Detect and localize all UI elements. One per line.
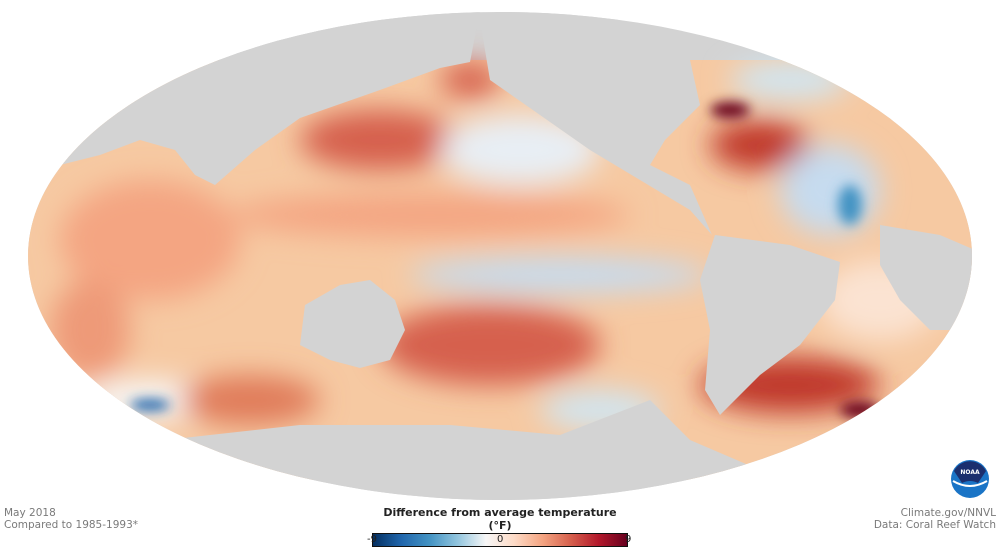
svg-text:NOAA: NOAA: [960, 469, 980, 476]
legend-max-label: 9: [625, 534, 632, 545]
legend-mid-label: 0: [497, 534, 504, 545]
south-america-land: [700, 235, 840, 415]
eurasia-land: [28, 12, 480, 185]
color-legend: Difference from average temperature (°F)…: [367, 506, 632, 547]
credit-link[interactable]: Climate.gov/NNVL: [900, 507, 996, 519]
legend-min-label: -9: [367, 534, 377, 545]
noaa-logo: NOAA: [951, 460, 989, 498]
credits: Climate.gov/NNVL Data: Coral Reef Watch: [874, 507, 996, 531]
australia-land: [300, 280, 405, 368]
baseline-label: Compared to 1985-1993*: [4, 519, 138, 531]
north-america-land: [480, 12, 712, 235]
map-notes: May 2018 Compared to 1985-1993*: [4, 507, 138, 531]
antarctica-land: [28, 400, 972, 500]
date-label: May 2018: [4, 507, 56, 519]
africa-land: [880, 225, 972, 330]
legend-colorbar: [372, 533, 628, 547]
data-source-label: Data: Coral Reef Watch: [873, 519, 996, 531]
legend-title: Difference from average temperature (°F): [383, 506, 617, 532]
